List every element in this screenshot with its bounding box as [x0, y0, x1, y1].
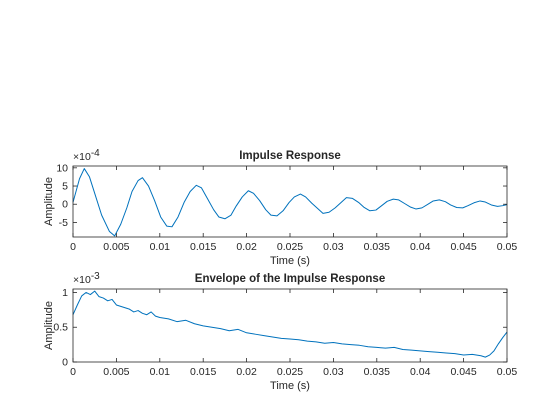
y-tick-label: 10 — [56, 162, 68, 174]
x-tick-label: 0.05 — [497, 241, 518, 253]
y-tick-label: 5 — [62, 181, 68, 193]
y-tick-label: 0.5 — [53, 322, 68, 334]
y-tick-label: 0 — [62, 199, 68, 211]
x-tick-label: 0.005 — [103, 241, 129, 253]
x-axis-label: Time (s) — [270, 380, 310, 392]
x-tick-label: 0.015 — [190, 366, 216, 378]
x-tick-label: 0.045 — [450, 241, 476, 253]
chart-title: Impulse Response — [239, 150, 341, 162]
y-tick-label: -5 — [59, 217, 68, 229]
x-tick-label: 0 — [70, 366, 76, 378]
chart-title: Envelope of the Impulse Response — [195, 273, 385, 285]
chart-panel-2: 0 0.005 0.01 0.015 0.02 0.025 0.03 0.035 0.04 0.0… — [43, 271, 517, 392]
x-axis-label: Time (s) — [270, 255, 310, 267]
x-tick-label: 0 — [70, 241, 76, 253]
x-tick-label: 0.005 — [103, 366, 129, 378]
x-tick-label: 0.02 — [236, 366, 257, 378]
series-line — [72, 290, 508, 358]
x-tick-label: 0.045 — [450, 366, 476, 378]
x-tick-label: 0.035 — [364, 366, 390, 378]
x-tick-label: 0.015 — [190, 241, 216, 253]
y-tick-label: 0 — [62, 357, 68, 369]
x-tick-label: 0.03 — [323, 366, 344, 378]
series-line — [72, 168, 508, 237]
y-tick-label: 1 — [62, 287, 68, 299]
x-tick-label: 0.035 — [364, 241, 390, 253]
y-axis-label: Amplitude — [43, 177, 55, 226]
x-tick-label: 0.03 — [323, 241, 344, 253]
y-axis-label: Amplitude — [43, 301, 55, 350]
x-tick-label: 0.025 — [277, 241, 303, 253]
x-tick-label: 0.04 — [410, 241, 431, 253]
y-exponent-label: ×10-3 — [73, 271, 100, 286]
x-tick-label: 0.04 — [410, 366, 431, 378]
x-tick-label: 0.05 — [497, 366, 518, 378]
x-tick-label: 0.01 — [150, 366, 171, 378]
x-tick-label: 0.01 — [150, 241, 171, 253]
y-exponent-label: ×10-4 — [73, 148, 100, 163]
plot-area — [73, 289, 507, 362]
x-tick-label: 0.025 — [277, 366, 303, 378]
x-tick-label: 0.02 — [236, 241, 257, 253]
chart-panel-1: 0 0.005 0.01 0.015 0.02 0.025 0.03 0.035 0.04 0.0… — [43, 148, 517, 267]
